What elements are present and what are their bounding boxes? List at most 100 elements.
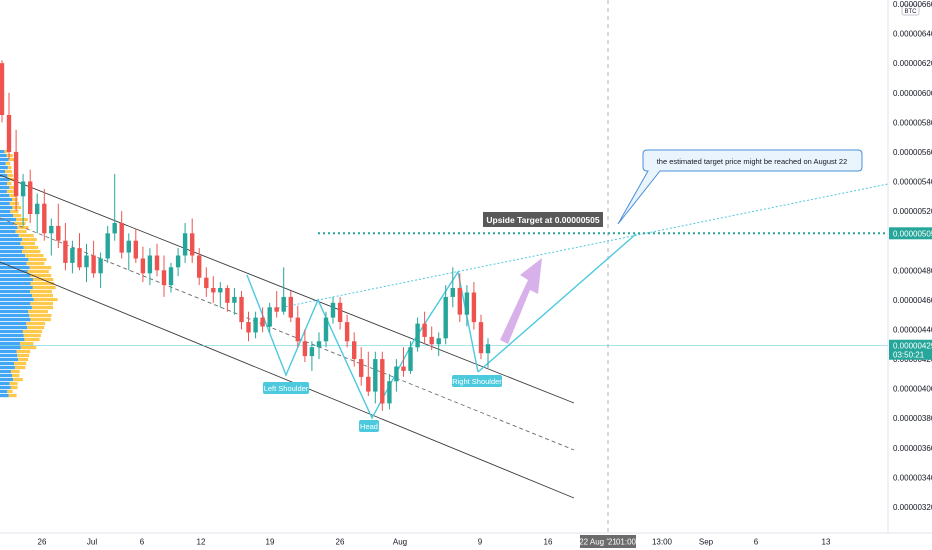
- vp-bar-down: [15, 230, 27, 234]
- vp-bar-up: [0, 186, 10, 190]
- candles: [0, 60, 491, 411]
- vp-bar-down: [5, 162, 11, 166]
- time-tick: 6: [140, 538, 145, 547]
- vp-bar-up: [0, 390, 8, 394]
- vp-bar-up: [0, 278, 33, 282]
- vp-bar-up: [0, 362, 14, 366]
- candle-body: [197, 255, 202, 278]
- price-tick: 0.00000520: [893, 207, 932, 216]
- candle-body: [380, 359, 385, 404]
- candle-body: [204, 277, 209, 289]
- vp-bar-up: [0, 294, 32, 298]
- price-tick: 0.00000460: [893, 296, 932, 305]
- vp-bar-up: [0, 182, 7, 186]
- candle-body: [246, 322, 251, 333]
- drawings-layer: [0, 0, 889, 533]
- vp-bar-down: [10, 210, 19, 214]
- vp-bar-up: [0, 366, 15, 370]
- candle-body: [20, 181, 26, 197]
- candle-body: [464, 292, 470, 315]
- candle-body: [105, 233, 110, 259]
- vp-bar-up: [0, 346, 21, 350]
- vp-bar-down: [23, 334, 41, 338]
- right-shoulder-label-bg: [452, 375, 502, 387]
- candle-body: [401, 366, 406, 371]
- pattern-zigzag: [246, 270, 479, 420]
- vp-bar-down: [30, 290, 52, 294]
- vp-bar-down: [9, 202, 19, 206]
- candle-body: [147, 255, 153, 274]
- candle-body: [190, 233, 195, 256]
- candle-body: [6, 115, 12, 152]
- candle-body: [295, 317, 300, 342]
- vp-bar-up: [0, 270, 28, 274]
- candle-body: [35, 203, 40, 215]
- candle-body: [436, 338, 441, 345]
- vp-bar-down: [24, 338, 40, 342]
- candle-body: [281, 296, 286, 312]
- vp-bar-up: [0, 386, 11, 390]
- price-tick: 0.00000380: [893, 414, 932, 423]
- vp-bar-up: [0, 370, 11, 374]
- vp-bar-down: [16, 350, 31, 354]
- vp-bar-down: [9, 186, 18, 190]
- vp-bar-down: [18, 234, 34, 238]
- vp-bar-up: [0, 174, 8, 178]
- countdown-tick: 03:50:21: [893, 351, 925, 360]
- vp-bar-up: [0, 198, 12, 202]
- date-marker-tick: 22 Aug '21: [579, 538, 617, 547]
- candle-body: [211, 288, 216, 293]
- vp-bar-down: [14, 362, 27, 366]
- candle-body: [485, 344, 491, 354]
- vp-bar-up: [0, 226, 18, 230]
- vp-bar-up: [0, 254, 26, 258]
- vp-bar-up: [0, 234, 19, 238]
- symbol-badge: BTC: [901, 4, 920, 16]
- vp-bar-down: [7, 166, 12, 170]
- head-label: Head: [359, 420, 379, 432]
- vp-bar-up: [0, 342, 21, 346]
- projection-line: [477, 233, 637, 373]
- candle-body: [373, 359, 378, 392]
- vp-bar-up: [0, 170, 6, 174]
- time-tick: 13:00: [652, 538, 673, 547]
- candle-body: [302, 341, 308, 357]
- vp-bar-up: [0, 394, 9, 398]
- candle-body: [225, 288, 230, 303]
- candle-body: [56, 225, 61, 241]
- candle-body: [63, 240, 68, 263]
- candle-body: [471, 292, 477, 323]
- vp-bar-down: [22, 330, 42, 334]
- price-tick: 0.00000540: [893, 178, 932, 187]
- vp-bar-up: [0, 354, 18, 358]
- time-tick: 13: [822, 538, 831, 547]
- annotations-layer: Left Shoulder Head Right Shoulder Upside Ta…: [263, 149, 863, 432]
- candle-body: [260, 317, 265, 327]
- vp-bar-up: [0, 378, 14, 382]
- vp-bar-down: [29, 266, 52, 270]
- left-shoulder-label-text: Left Shoulder: [264, 384, 309, 393]
- symbol-badge-box: [901, 4, 920, 16]
- time-axis[interactable]: 26 Jul 6 12 19 26 Aug 9 16 22 Aug '21 01:00 13:00 Se…: [0, 532, 932, 548]
- candle-body: [422, 323, 427, 337]
- candle-body: [394, 366, 399, 382]
- candle-body: [316, 341, 322, 348]
- vp-bar-down: [33, 298, 58, 302]
- candle-body: [457, 288, 462, 315]
- vp-bar-up: [0, 206, 13, 210]
- candle-body: [429, 336, 434, 345]
- vp-bar-down: [16, 218, 28, 222]
- price-tick: 0.00000480: [893, 266, 932, 275]
- upside-target-label: Upside Target at 0.00000505: [483, 212, 603, 227]
- candle-body: [267, 307, 272, 327]
- time-tick: 26: [38, 538, 47, 547]
- vp-bar-up: [0, 314, 30, 318]
- upside-target-bg: [483, 212, 603, 227]
- vp-bar-up: [0, 302, 31, 306]
- candle-body: [42, 203, 47, 234]
- vp-bar-up: [0, 250, 22, 254]
- candle-body: [337, 302, 343, 322]
- vp-bar-down: [30, 274, 52, 278]
